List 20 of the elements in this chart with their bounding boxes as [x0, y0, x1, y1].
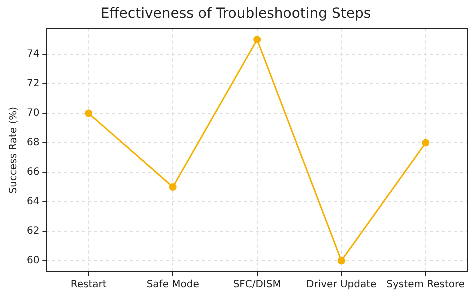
x-tick-label: System Restore	[386, 280, 466, 291]
y-axis-title: Success Rate (%)	[8, 106, 20, 194]
y-tick-label: 62	[26, 226, 40, 238]
point	[338, 257, 346, 265]
y-tick-label: 68	[26, 138, 40, 149]
y-tick-label: 66	[26, 167, 40, 178]
y-tick-label: 60	[26, 256, 40, 267]
point	[254, 36, 262, 44]
point	[422, 139, 430, 147]
y-tick-label: 64	[26, 196, 40, 208]
y-tick-label: 72	[26, 78, 40, 90]
x-tick-label: Driver Update	[306, 280, 377, 291]
point	[169, 184, 177, 191]
x-tick-label: Restart	[70, 280, 107, 291]
y-tick-label: 70	[26, 108, 40, 120]
x-tick-label: Safe Mode	[146, 280, 200, 291]
chart-title: Effectiveness of Troubleshooting Steps	[100, 6, 372, 22]
y-tick-label: 74	[26, 49, 40, 60]
x-tick-label: SFC/DISM	[233, 280, 282, 291]
point	[85, 110, 93, 118]
